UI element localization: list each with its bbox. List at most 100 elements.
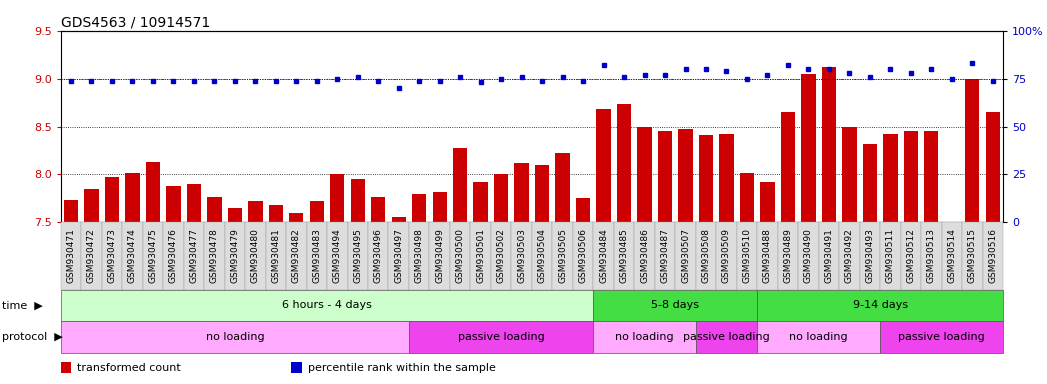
Text: GSM930515: GSM930515 — [967, 228, 977, 283]
Text: GSM930514: GSM930514 — [948, 228, 956, 283]
Text: GSM930497: GSM930497 — [395, 228, 403, 283]
Bar — [269, 205, 283, 222]
Text: GSM930490: GSM930490 — [804, 228, 812, 283]
Text: GSM930510: GSM930510 — [742, 228, 752, 283]
Text: GSM930481: GSM930481 — [271, 228, 281, 283]
Bar — [289, 213, 304, 222]
Text: GSM930475: GSM930475 — [149, 228, 157, 283]
Bar — [351, 179, 365, 222]
Text: passive loading: passive loading — [898, 332, 985, 342]
Text: GSM930507: GSM930507 — [681, 228, 690, 283]
Bar — [413, 194, 426, 222]
Text: GSM930501: GSM930501 — [476, 228, 485, 283]
Text: GSM930492: GSM930492 — [845, 228, 854, 283]
Bar — [186, 184, 201, 222]
Bar — [453, 147, 467, 222]
Text: GSM930480: GSM930480 — [251, 228, 260, 283]
Bar — [801, 74, 816, 222]
Text: GSM930496: GSM930496 — [374, 228, 383, 283]
Bar — [617, 104, 631, 222]
Bar — [576, 199, 591, 222]
Bar — [698, 135, 713, 222]
Text: GSM930498: GSM930498 — [415, 228, 424, 283]
Text: GSM930477: GSM930477 — [190, 228, 198, 283]
Bar — [925, 131, 938, 222]
Text: GSM930482: GSM930482 — [292, 228, 300, 283]
Bar — [473, 182, 488, 222]
Text: GSM930484: GSM930484 — [599, 228, 608, 283]
Bar — [371, 197, 385, 222]
Text: GSM930516: GSM930516 — [988, 228, 998, 283]
Text: GSM930502: GSM930502 — [496, 228, 506, 283]
Text: GSM930486: GSM930486 — [640, 228, 649, 283]
Text: GSM930495: GSM930495 — [353, 228, 362, 283]
Bar — [555, 153, 570, 222]
Text: GSM930500: GSM930500 — [455, 228, 465, 283]
Bar — [330, 174, 344, 222]
Bar — [514, 163, 529, 222]
Bar — [432, 192, 447, 222]
Text: percentile rank within the sample: percentile rank within the sample — [308, 363, 495, 373]
Bar — [207, 197, 222, 222]
Bar — [84, 189, 98, 222]
Bar — [248, 201, 263, 222]
Bar — [965, 79, 979, 222]
Bar — [904, 131, 918, 222]
Text: 6 hours - 4 days: 6 hours - 4 days — [282, 300, 372, 310]
Text: GSM930471: GSM930471 — [66, 228, 75, 283]
Bar — [126, 172, 139, 222]
Text: GSM930508: GSM930508 — [701, 228, 711, 283]
Bar — [310, 201, 324, 222]
Bar — [985, 112, 1000, 222]
Text: transformed count: transformed count — [77, 363, 181, 373]
Text: GSM930474: GSM930474 — [128, 228, 137, 283]
Text: time  ▶: time ▶ — [2, 300, 43, 310]
Text: GSM930503: GSM930503 — [517, 228, 527, 283]
Bar — [842, 127, 856, 222]
Text: GSM930478: GSM930478 — [209, 228, 219, 283]
Text: GSM930494: GSM930494 — [333, 228, 341, 283]
Bar — [760, 182, 775, 222]
Bar — [944, 222, 959, 227]
Bar — [658, 131, 672, 222]
Bar — [781, 112, 795, 222]
Text: GSM930488: GSM930488 — [763, 228, 772, 283]
Text: GSM930513: GSM930513 — [927, 228, 936, 283]
Text: GSM930472: GSM930472 — [87, 228, 96, 283]
Bar — [740, 172, 754, 222]
Text: GSM930499: GSM930499 — [436, 228, 444, 283]
Text: GSM930509: GSM930509 — [722, 228, 731, 283]
Bar — [678, 129, 693, 222]
Text: GSM930512: GSM930512 — [907, 228, 915, 283]
Bar — [494, 174, 508, 222]
Text: protocol  ▶: protocol ▶ — [2, 332, 63, 342]
Text: GDS4563 / 10914571: GDS4563 / 10914571 — [61, 16, 210, 30]
Text: GSM930473: GSM930473 — [108, 228, 116, 283]
Bar — [392, 217, 406, 222]
Bar — [638, 127, 651, 222]
Text: GSM930506: GSM930506 — [579, 228, 587, 283]
Bar — [105, 177, 119, 222]
Bar — [535, 165, 550, 222]
Text: no loading: no loading — [789, 332, 848, 342]
Bar — [64, 200, 79, 222]
Text: GSM930505: GSM930505 — [558, 228, 567, 283]
Text: passive loading: passive loading — [458, 332, 544, 342]
Bar — [227, 208, 242, 222]
Text: no loading: no loading — [205, 332, 264, 342]
Bar — [863, 144, 877, 222]
Text: GSM930476: GSM930476 — [169, 228, 178, 283]
Text: GSM930493: GSM930493 — [866, 228, 874, 283]
Text: GSM930483: GSM930483 — [312, 228, 321, 283]
Bar — [884, 134, 897, 222]
Bar — [822, 67, 837, 222]
Bar — [166, 186, 180, 222]
Text: GSM930511: GSM930511 — [886, 228, 895, 283]
Text: passive loading: passive loading — [683, 332, 770, 342]
Text: no loading: no loading — [616, 332, 674, 342]
Text: GSM930489: GSM930489 — [783, 228, 793, 283]
Text: GSM930485: GSM930485 — [620, 228, 628, 283]
Bar — [597, 109, 610, 222]
Text: GSM930491: GSM930491 — [824, 228, 833, 283]
Bar — [719, 134, 734, 222]
